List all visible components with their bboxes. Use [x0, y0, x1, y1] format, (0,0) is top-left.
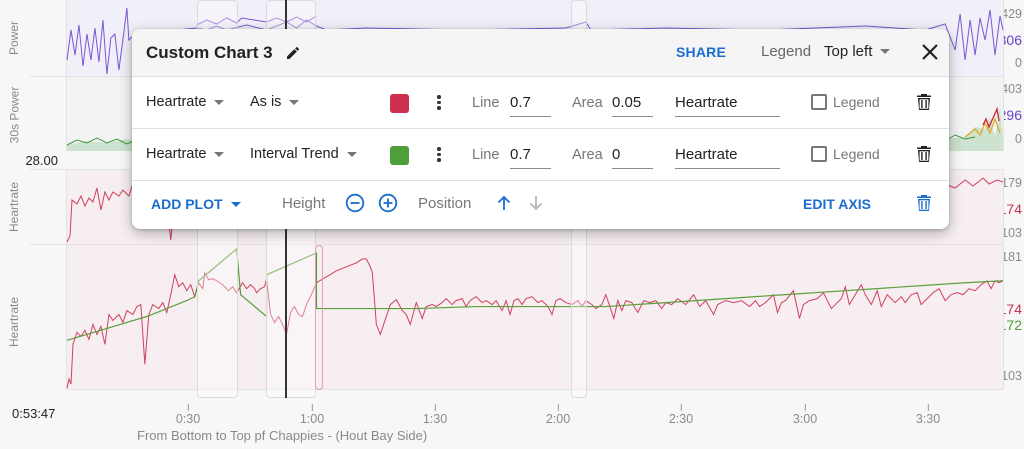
x-tick: 2:00: [546, 404, 570, 426]
power30s-max-tick: 403: [1001, 82, 1022, 96]
hr-small-min-tick: 103: [1001, 226, 1022, 240]
metric-select[interactable]: Heartrate: [146, 94, 225, 110]
chevron-down-icon: [289, 99, 300, 105]
legend-checkbox[interactable]: Legend: [805, 94, 880, 110]
power-min-tick: 0: [1015, 56, 1022, 70]
pencil-icon[interactable]: [285, 45, 301, 61]
hr-small-current-value: 174: [998, 201, 1022, 217]
hr-main-max-tick: 181: [1001, 250, 1022, 264]
close-icon[interactable]: [920, 42, 940, 62]
start-time: 0:53:47: [12, 406, 56, 421]
legend-position-select[interactable]: Top left: [824, 43, 891, 60]
x-axis: 0:53:47 0:30 1:00 1:30 2:00 2:30 3:00 3:…: [0, 398, 1024, 449]
legend-checkbox[interactable]: Legend: [805, 146, 880, 162]
hr-main-min-tick: 103: [1001, 369, 1022, 383]
position-label: Position: [418, 195, 472, 212]
x-axis-title: From Bottom to Top pf Chappies - (Hout B…: [137, 428, 428, 443]
plus-circle-icon[interactable]: [378, 193, 398, 213]
chevron-down-icon: [214, 99, 225, 105]
line-label: Line: [472, 147, 500, 163]
more-vert-icon[interactable]: [434, 145, 444, 165]
line-width-input[interactable]: [510, 139, 551, 169]
heartrate-main-plot[interactable]: [66, 245, 1004, 390]
power-current-value: 306: [998, 32, 1022, 48]
plot-name-input[interactable]: [675, 139, 780, 169]
interval-highlight-selected[interactable]: [315, 245, 323, 390]
chevron-down-icon: [214, 151, 225, 157]
power30s-current-value: 296: [998, 107, 1022, 123]
chevron-down-icon: [880, 49, 891, 54]
heartrate-main-trace: [66, 247, 1004, 389]
hr-small-max-tick: 179: [1001, 176, 1022, 190]
dialog-footer: ADD PLOT Height Position EDIT AXIS: [132, 181, 949, 227]
x-axis-mini-value: 28.00: [25, 153, 58, 168]
arrow-down-icon[interactable]: [526, 193, 546, 213]
divider: [30, 244, 1004, 245]
hr-main-trend-value: 172: [998, 317, 1022, 333]
edit-axis-button[interactable]: EDIT AXIS: [803, 196, 871, 212]
trash-icon[interactable]: [917, 94, 931, 110]
transform-select[interactable]: Interval Trend: [250, 146, 357, 162]
heartrate-main-chart-pane: Heartrate 181 174 172 103: [0, 245, 1024, 398]
heartrate-main-axis-label: Heartrate: [7, 296, 21, 347]
line-label: Line: [472, 95, 500, 111]
more-vert-icon[interactable]: [434, 93, 444, 113]
add-plot-button[interactable]: ADD PLOT: [151, 196, 241, 212]
heartrate-small-axis-label: Heartrate: [7, 181, 21, 233]
area-label: Area: [572, 95, 603, 111]
power-trace: [66, 7, 1004, 75]
hr-main-raw-value: 174: [998, 301, 1022, 317]
chevron-down-icon: [230, 201, 241, 207]
x-tick: 3:30: [916, 404, 940, 426]
plot-name-input[interactable]: [675, 87, 780, 117]
power-max-tick: 429: [1001, 7, 1022, 21]
x-tick: 1:00: [300, 404, 324, 426]
minus-circle-icon[interactable]: [345, 193, 365, 213]
power30s-axis-label: 30s Power: [7, 86, 22, 144]
height-label: Height: [282, 195, 326, 212]
arrow-up-icon[interactable]: [494, 193, 514, 213]
plot-row: Heartrate As is Line Area Legend: [132, 77, 949, 129]
power-axis-label: Power: [7, 20, 22, 56]
dialog-header: Custom Chart 3 SHARE Legend Top left: [132, 29, 949, 77]
chevron-down-icon: [346, 151, 357, 157]
custom-chart-dialog: Custom Chart 3 SHARE Legend Top left Hea…: [132, 29, 949, 229]
x-tick: 2:30: [669, 404, 693, 426]
power30s-min-tick: 0: [1015, 132, 1022, 146]
share-button[interactable]: SHARE: [676, 44, 727, 60]
trash-icon[interactable]: [917, 195, 931, 211]
plot-row: Heartrate Interval Trend Line Area Legen…: [132, 129, 949, 181]
x-tick: 0:30: [176, 404, 200, 426]
trash-icon[interactable]: [917, 146, 931, 162]
dialog-title: Custom Chart 3: [146, 42, 273, 62]
area-label: Area: [572, 147, 603, 163]
area-opacity-input[interactable]: [612, 87, 653, 117]
color-swatch[interactable]: [390, 146, 409, 165]
metric-select[interactable]: Heartrate: [146, 146, 225, 162]
color-swatch[interactable]: [390, 94, 409, 113]
area-opacity-input[interactable]: [612, 139, 653, 169]
x-tick: 1:30: [423, 404, 447, 426]
legend-label: Legend: [761, 43, 812, 60]
transform-select[interactable]: As is: [250, 94, 300, 110]
line-width-input[interactable]: [510, 87, 551, 117]
x-tick: 3:00: [793, 404, 817, 426]
